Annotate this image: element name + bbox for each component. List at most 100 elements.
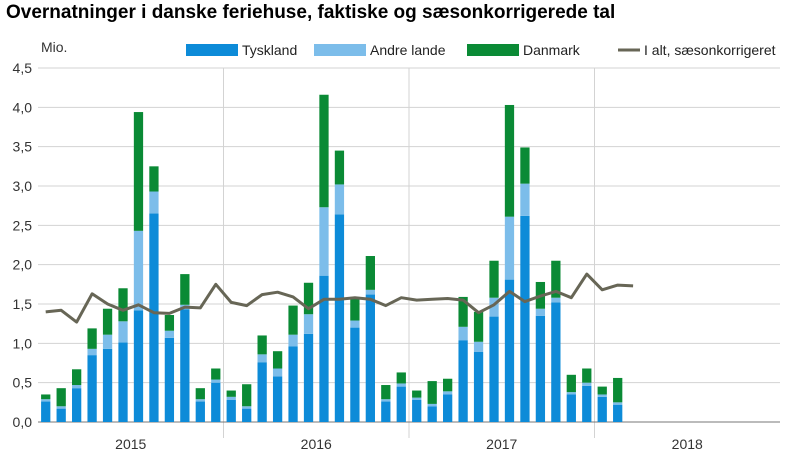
- bar-andre-lande: [319, 207, 329, 276]
- bar-tyskland: [164, 337, 175, 422]
- bar-danmark: [504, 104, 515, 217]
- bar-andre-lande: [133, 230, 144, 311]
- bar-danmark: [473, 311, 484, 342]
- bar-tyskland: [102, 348, 113, 422]
- y-tick-label: 0,5: [13, 375, 33, 391]
- bar-andre-lande: [396, 383, 406, 387]
- bar-tyskland: [597, 396, 607, 422]
- bar-danmark: [597, 386, 607, 395]
- bar-andre-lande: [41, 399, 51, 402]
- bar-danmark: [102, 308, 113, 335]
- bar-andre-lande: [582, 382, 592, 386]
- y-tick-label: 2,0: [13, 257, 33, 273]
- bar-andre-lande: [381, 399, 391, 402]
- bar-tyskland: [334, 214, 345, 422]
- bar-andre-lande: [597, 394, 607, 397]
- bar-tyskland: [303, 333, 314, 422]
- bar-tyskland: [257, 362, 267, 422]
- y-tick-label: 1,0: [13, 335, 33, 351]
- legend: Tyskland Andre lande Danmark I alt, sæsonko…: [186, 42, 776, 58]
- bar-tyskland: [473, 351, 484, 422]
- bar-tyskland: [118, 342, 128, 422]
- bar-andre-lande: [535, 308, 546, 316]
- bar-tyskland: [272, 376, 283, 422]
- bar-andre-lande: [257, 354, 267, 363]
- bar-danmark: [242, 384, 252, 407]
- bar-danmark: [272, 351, 283, 369]
- bar-andre-lande: [272, 368, 283, 377]
- bar-andre-lande: [149, 191, 159, 214]
- bar-andre-lande: [226, 396, 236, 400]
- bar-tyskland: [87, 355, 97, 422]
- bar-danmark: [180, 274, 190, 305]
- bar-danmark: [41, 394, 51, 400]
- bar-tyskland: [195, 401, 205, 422]
- bar-tyskland: [551, 302, 561, 422]
- bar-andre-lande: [427, 403, 437, 407]
- bar-danmark: [118, 288, 128, 322]
- bar-danmark: [72, 369, 82, 386]
- bar-andre-lande: [164, 330, 175, 338]
- bar-tyskland: [365, 294, 375, 422]
- bar-tyskland: [56, 408, 66, 422]
- bar-tyskland: [504, 279, 515, 422]
- bar-tyskland: [41, 401, 51, 422]
- bar-danmark: [443, 378, 453, 392]
- bar-danmark: [412, 390, 422, 398]
- y-tick-label: 2,5: [13, 217, 33, 233]
- legend-label: Andre lande: [370, 42, 446, 58]
- bar-tyskland: [381, 401, 391, 422]
- bar-andre-lande: [303, 314, 314, 334]
- bar-andre-lande: [350, 320, 360, 328]
- x-year-label: 2015: [115, 436, 146, 452]
- chart-title: Overnatninger i danske feriehuse, faktis…: [6, 2, 616, 23]
- bar-danmark: [195, 388, 205, 400]
- bar-tyskland: [443, 394, 453, 422]
- bar-andre-lande: [195, 399, 205, 402]
- bar-danmark: [520, 147, 530, 184]
- grid: [38, 67, 780, 438]
- bar-danmark: [334, 150, 345, 185]
- bar-danmark: [350, 296, 360, 321]
- bar-andre-lande: [242, 406, 252, 409]
- axes: 0,0 0,5 1,0 1,5 2,0 2,5 3,0 3,5 4,0 4,5 Mio. 2015 20…: [13, 39, 780, 452]
- bar-andre-lande: [118, 321, 128, 343]
- bar-tyskland: [458, 340, 468, 422]
- y-axis-unit-label: Mio.: [41, 39, 67, 55]
- bar-danmark: [427, 381, 437, 404]
- bar-tyskland: [489, 316, 499, 422]
- bar-andre-lande: [473, 341, 484, 352]
- bar-tyskland: [288, 346, 298, 422]
- bar-danmark: [319, 94, 329, 208]
- bar-danmark: [87, 328, 97, 349]
- bar-tyskland: [520, 215, 530, 422]
- bar-danmark: [489, 260, 499, 298]
- x-year-label: 2018: [672, 436, 703, 452]
- bars: [41, 94, 623, 422]
- bar-tyskland: [412, 399, 422, 422]
- bar-danmark: [365, 256, 375, 290]
- bar-andre-lande: [288, 334, 298, 347]
- bar-tyskland: [133, 310, 144, 422]
- line-series: [45, 272, 634, 324]
- bar-tyskland: [613, 404, 623, 422]
- bar-andre-lande: [56, 406, 66, 409]
- bar-tyskland: [319, 275, 329, 422]
- y-tick-label: 4,0: [13, 99, 33, 115]
- bar-tyskland: [582, 385, 592, 422]
- bar-tyskland: [149, 213, 159, 422]
- bar-andre-lande: [489, 297, 499, 317]
- y-tick-label: 3,5: [13, 139, 33, 155]
- bar-andre-lande: [365, 289, 375, 295]
- y-tick-label: 0,0: [13, 414, 33, 430]
- x-year-label: 2016: [301, 436, 332, 452]
- bar-tyskland: [350, 327, 360, 422]
- bar-tyskland: [242, 408, 252, 422]
- legend-label: Tyskland: [242, 42, 297, 58]
- bar-tyskland: [211, 382, 221, 422]
- bar-andre-lande: [551, 297, 561, 303]
- bar-andre-lande: [458, 326, 468, 341]
- bar-andre-lande: [613, 402, 623, 405]
- y-tick-label: 1,5: [13, 296, 33, 312]
